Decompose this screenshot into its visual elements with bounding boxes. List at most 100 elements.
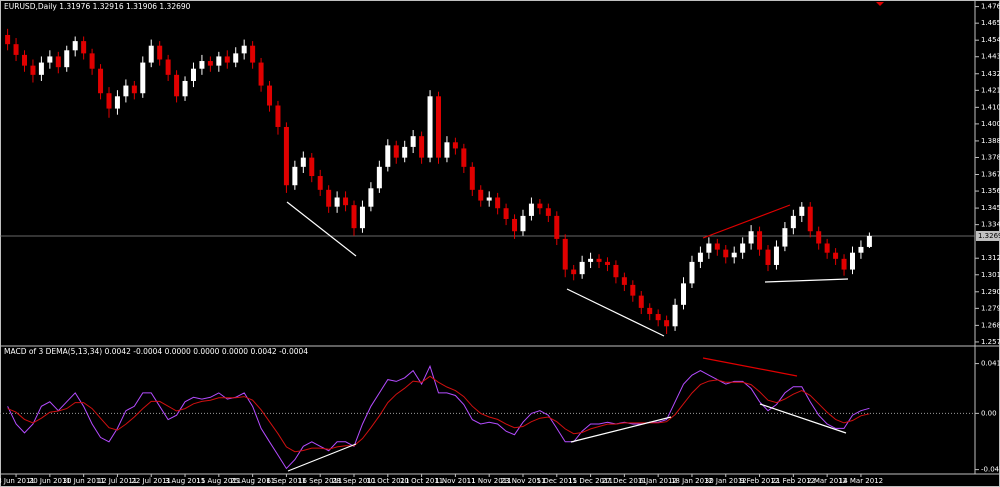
candle-body — [13, 44, 19, 55]
candle-body — [495, 197, 501, 209]
candle-body — [81, 41, 87, 54]
trendline — [287, 443, 357, 472]
candle-body — [723, 249, 729, 258]
candle-body — [469, 166, 475, 190]
candle-body — [799, 206, 805, 216]
candle-body — [655, 314, 661, 321]
y-tick-label: 1.41080 — [981, 103, 1000, 111]
y-tick-label: 0.0416 — [981, 360, 1000, 368]
trendline — [286, 201, 357, 257]
candle-body — [207, 61, 213, 66]
x-tick-label: 20 Oct 2011 — [400, 477, 443, 485]
candle-body — [765, 249, 771, 265]
x-tick-label: 20 Jun 2011 — [29, 477, 71, 485]
candle-body — [165, 59, 171, 75]
candle-body — [233, 53, 239, 63]
candle-body — [638, 295, 644, 308]
candle-body — [554, 215, 560, 239]
candle-body — [807, 206, 813, 232]
candle-body — [452, 142, 458, 149]
x-tick-label: 14 Mar 2012 — [839, 477, 883, 485]
candle-body — [64, 50, 70, 68]
candle-body — [258, 62, 264, 86]
x-tick-label: 6 Sep 2011 — [266, 477, 306, 485]
candle-body — [267, 85, 273, 106]
trendline — [702, 204, 791, 239]
candle-body — [672, 304, 678, 327]
macd-line — [7, 375, 870, 453]
x-tick-label: 8 Jun 2011 — [0, 477, 35, 485]
candle-body — [816, 231, 822, 244]
candle-body — [782, 228, 788, 247]
candle-body — [317, 176, 323, 190]
candle-body — [300, 157, 306, 167]
candle-body — [89, 53, 95, 69]
candle-body — [402, 146, 408, 158]
candle-body — [22, 54, 28, 66]
candle-body — [579, 261, 585, 275]
candle-body — [275, 105, 281, 127]
macd-title: MACD of 3 DEMA(5,13,34) 0.0042 -0.0004 0… — [4, 347, 308, 356]
candle-body — [621, 277, 627, 285]
last-price-box — [976, 230, 1000, 241]
y-tick-label: 1.31240 — [981, 254, 1000, 262]
candle-body — [5, 34, 11, 45]
candle-body — [326, 189, 332, 207]
candle-body — [647, 307, 653, 315]
candle-body — [697, 252, 703, 262]
candle-body — [216, 56, 222, 66]
y-tick-label: 1.36700 — [981, 171, 1000, 179]
candle-body — [503, 208, 509, 219]
candle-body — [588, 258, 594, 262]
y-tick-label: 1.35620 — [981, 187, 1000, 195]
candle-body — [368, 188, 374, 207]
candle-body — [199, 61, 205, 69]
candle-body — [393, 145, 399, 158]
candle-body — [410, 136, 416, 147]
candle-body — [292, 166, 298, 186]
x-tick-label: 5 Dec 2011 — [537, 477, 577, 485]
y-tick-label: -0.047 — [981, 466, 1000, 474]
candle-body — [351, 205, 357, 229]
candle-body — [38, 62, 44, 75]
candle-body — [773, 246, 779, 265]
candle-body — [461, 148, 467, 167]
last-price-label: 1.32690 — [978, 232, 1000, 240]
candle-body — [427, 96, 433, 158]
price-title: EURUSD,Daily 1.31976 1.32916 1.31906 1.3… — [4, 2, 191, 11]
candle-body — [613, 264, 619, 278]
candle-body — [478, 189, 484, 201]
candle-body — [131, 85, 137, 94]
candle-body — [250, 45, 256, 63]
x-tick-label: 22 Jul 2011 — [131, 477, 171, 485]
candle-body — [224, 56, 230, 63]
macd-line — [7, 364, 870, 470]
y-tick-label: 1.38890 — [981, 137, 1000, 145]
candle-body — [241, 45, 247, 54]
candle-body — [376, 166, 382, 189]
y-tick-label: 1.47650 — [981, 3, 1000, 11]
x-tick-label: 30 Jun 2011 — [63, 477, 105, 485]
candle-body — [444, 142, 450, 158]
candle-body — [512, 218, 518, 232]
y-tick-label: 1.45460 — [981, 36, 1000, 44]
y-tick-label: 1.27970 — [981, 304, 1000, 312]
candle-body — [55, 56, 61, 68]
x-tick-label: 15 Dec 2011 — [568, 477, 613, 485]
candle-body — [30, 65, 36, 75]
y-tick-label: 1.44380 — [981, 53, 1000, 61]
x-tick-label: 1 Nov 2011 — [435, 477, 475, 485]
candle-body — [604, 261, 610, 265]
y-tick-label: 1.40000 — [981, 120, 1000, 128]
y-tick-label: 1.29050 — [981, 288, 1000, 296]
candle-body — [757, 231, 763, 250]
candle-body — [858, 246, 864, 253]
candle-body — [309, 157, 315, 177]
candle-body — [334, 197, 340, 207]
candle-body — [706, 243, 712, 253]
candle-body — [343, 197, 349, 206]
trendline — [566, 288, 665, 337]
y-tick-label: 1.43270 — [981, 70, 1000, 78]
x-tick-label: 23 Nov 2011 — [501, 477, 546, 485]
